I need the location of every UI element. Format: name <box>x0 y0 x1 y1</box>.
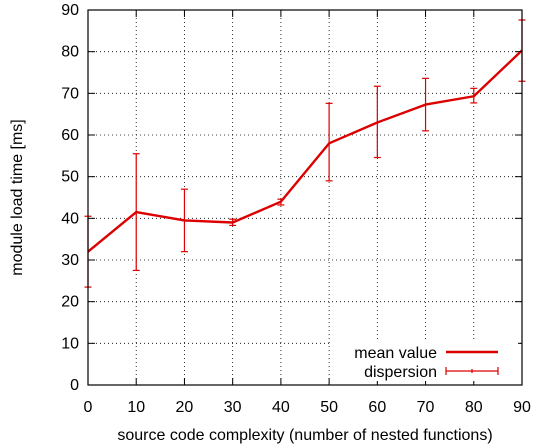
x-tick-label: 70 <box>417 399 435 416</box>
x-tick-label: 10 <box>127 399 145 416</box>
y-tick-label: 30 <box>61 252 79 269</box>
x-tick-label: 0 <box>84 399 93 416</box>
legend-background <box>330 341 518 381</box>
legend-label-dispersion: dispersion <box>364 364 437 381</box>
y-tick-label: 70 <box>61 85 79 102</box>
y-tick-label: 50 <box>61 169 79 186</box>
x-tick-label: 30 <box>224 399 242 416</box>
y-tick-label: 90 <box>61 2 79 19</box>
y-tick-label: 0 <box>70 377 79 394</box>
x-tick-label: 40 <box>272 399 290 416</box>
y-axis-label: module load time [ms] <box>9 119 26 276</box>
y-tick-label: 80 <box>61 44 79 61</box>
dispersion-series <box>84 19 526 288</box>
y-tick-label: 20 <box>61 294 79 311</box>
x-tick-label: 80 <box>465 399 483 416</box>
legend: mean value dispersion <box>330 341 518 381</box>
x-tick-label: 50 <box>320 399 338 416</box>
mean-value-series <box>87 49 523 253</box>
legend-label-mean-value: mean value <box>354 345 437 362</box>
y-tick-label: 40 <box>61 210 79 227</box>
y-tick-label: 10 <box>61 335 79 352</box>
mean-value-line <box>87 49 523 253</box>
x-tick-label: 60 <box>368 399 386 416</box>
x-tick-label: 20 <box>176 399 194 416</box>
plot-frame <box>87 9 523 386</box>
axis-ticks: 0 10 20 30 40 50 60 70 80 90 0 10 20 30 40 50 60 70 80 90 <box>61 2 531 416</box>
y-tick-label: 60 <box>61 127 79 144</box>
legend-swatch-dispersion <box>445 367 499 375</box>
x-tick-label: 90 <box>513 399 531 416</box>
grid <box>88 10 522 385</box>
x-axis-label: source code complexity (number of nested… <box>117 427 492 444</box>
